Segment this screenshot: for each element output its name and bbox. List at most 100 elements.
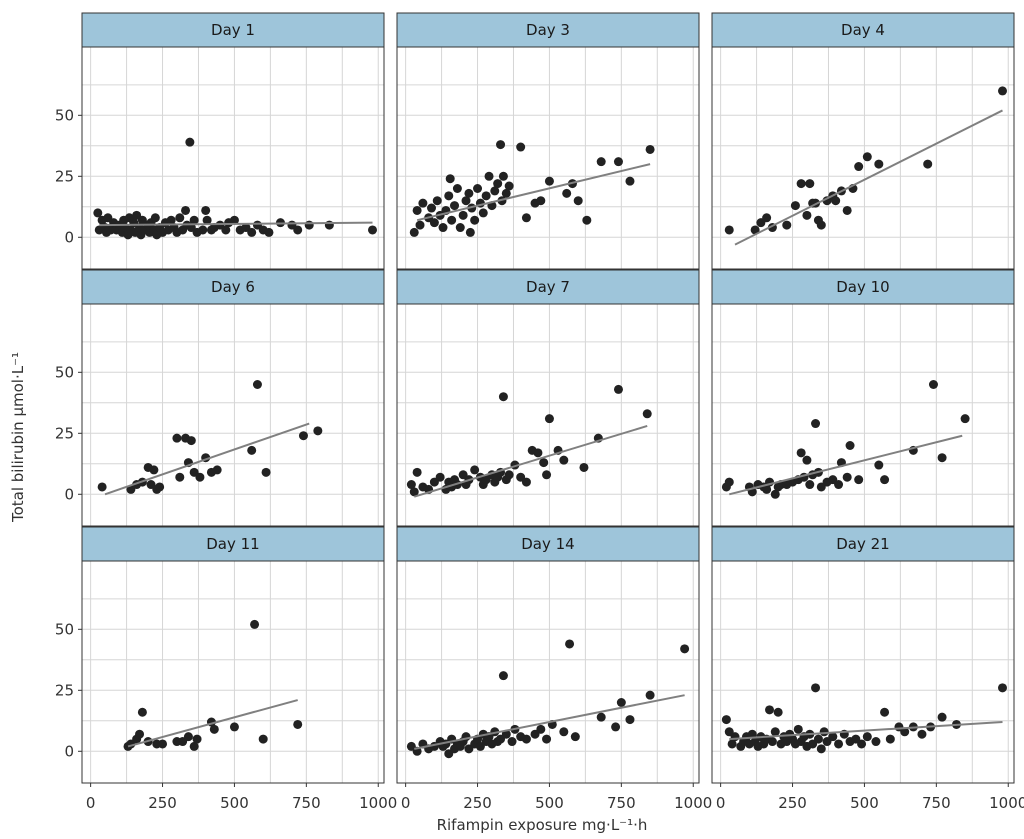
data-point: [212, 465, 222, 475]
data-point: [435, 472, 445, 482]
data-point: [802, 210, 812, 220]
x-axis-title: Rifampin exposure mg·L⁻¹·h: [437, 816, 648, 834]
x-tick-label: 1000: [989, 794, 1024, 812]
data-point: [172, 433, 182, 443]
y-tick-label: 0: [64, 228, 74, 246]
data-point: [504, 470, 514, 480]
data-point: [192, 734, 202, 744]
data-point: [596, 157, 606, 167]
data-point: [645, 690, 655, 700]
data-point: [465, 227, 475, 237]
data-point: [562, 188, 572, 198]
data-point: [559, 727, 569, 737]
data-point: [507, 737, 517, 747]
data-point: [415, 220, 425, 230]
data-point: [793, 724, 803, 734]
data-point: [247, 227, 257, 237]
x-tick-label: 0: [86, 794, 96, 812]
data-point: [209, 724, 219, 734]
facet-panel: Day 1 0 25 50: [55, 12, 385, 270]
data-point: [264, 227, 274, 237]
data-point: [464, 188, 474, 198]
data-point: [721, 715, 731, 725]
data-point: [819, 727, 829, 737]
data-point: [418, 198, 428, 208]
x-tick-label: 250: [148, 794, 177, 812]
data-point: [805, 480, 815, 490]
data-point: [796, 179, 806, 189]
y-tick-label: 0: [64, 485, 74, 503]
panel-border: [711, 303, 1015, 527]
data-point: [412, 205, 422, 215]
data-point: [189, 215, 199, 225]
data-point: [816, 220, 826, 230]
data-point: [579, 462, 589, 472]
data-point: [570, 732, 580, 742]
data-point: [183, 732, 193, 742]
data-point: [880, 707, 890, 717]
facet-strip: [396, 269, 700, 305]
data-point: [834, 480, 844, 490]
data-point: [473, 183, 483, 193]
panel-border: [711, 560, 1015, 784]
data-point: [816, 744, 826, 754]
data-point: [221, 225, 231, 235]
data-point: [750, 225, 760, 235]
data-point: [175, 213, 185, 223]
trend-line: [416, 163, 651, 222]
data-point: [767, 737, 777, 747]
data-point: [166, 215, 176, 225]
x-tick-label: 0: [716, 794, 726, 812]
data-point: [412, 467, 422, 477]
data-point: [432, 196, 442, 206]
data-point: [484, 171, 494, 181]
facet-strip: [81, 269, 385, 305]
data-point: [811, 683, 821, 693]
data-point: [616, 697, 626, 707]
data-point: [450, 201, 460, 211]
trend-line: [104, 422, 310, 496]
data-point: [559, 455, 569, 465]
facet-strip: [396, 526, 700, 562]
data-point: [186, 436, 196, 446]
facet-strip: [396, 12, 700, 48]
data-point: [782, 220, 792, 230]
data-point: [811, 419, 821, 429]
data-point: [565, 639, 575, 649]
x-tick-label: 500: [850, 794, 879, 812]
y-tick-label: 25: [55, 424, 74, 442]
data-point: [805, 179, 815, 189]
data-point: [189, 741, 199, 751]
data-point: [813, 734, 823, 744]
data-point: [997, 683, 1007, 693]
data-point: [461, 196, 471, 206]
x-tick-label: 750: [292, 794, 321, 812]
data-point: [796, 448, 806, 458]
data-point: [762, 213, 772, 223]
data-point: [458, 210, 468, 220]
data-point: [498, 171, 508, 181]
data-point: [516, 142, 526, 152]
data-point: [501, 188, 511, 198]
panel-border: [81, 303, 385, 527]
data-point: [445, 174, 455, 184]
data-point: [493, 179, 503, 189]
x-tick-label: 1000: [674, 794, 712, 812]
facet-strip-label: Day 3: [526, 21, 570, 39]
data-point: [429, 218, 439, 228]
data-point: [790, 201, 800, 211]
data-point: [261, 467, 271, 477]
data-point: [642, 409, 652, 419]
data-point: [93, 208, 103, 218]
data-point: [158, 739, 168, 749]
data-point: [202, 215, 212, 225]
data-point: [928, 380, 938, 390]
data-point: [498, 671, 508, 681]
data-point: [900, 727, 910, 737]
data-point: [536, 724, 546, 734]
trend-line: [729, 721, 1003, 741]
facet-strip-label: Day 4: [841, 21, 885, 39]
data-point: [252, 380, 262, 390]
data-point: [470, 215, 480, 225]
data-point: [611, 722, 621, 732]
